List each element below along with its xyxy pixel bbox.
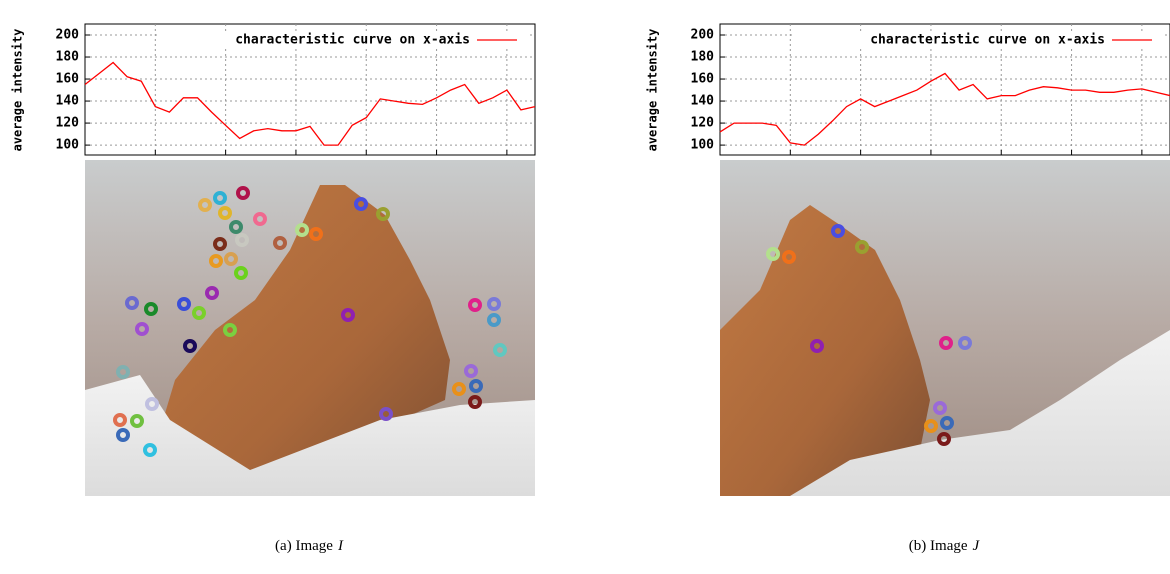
panel: 100 120 140 160 180 200 average intensity chara… [11, 24, 536, 554]
y-tick-label: 100 [56, 138, 80, 153]
y-tick-label: 180 [56, 50, 80, 65]
y-tick-label: 120 [56, 116, 80, 131]
y-axis-label: average intensity [11, 29, 25, 152]
y-tick-label: 200 [691, 28, 715, 43]
y-tick-label: 160 [56, 72, 80, 87]
y-tick-label: 140 [56, 94, 80, 109]
y-tick-label: 100 [691, 138, 715, 153]
panel: 100 120 140 160 180 200 average intensity chara… [646, 24, 1170, 554]
y-tick-label: 180 [691, 50, 715, 65]
y-axis-label: average intensity [646, 29, 660, 152]
y-tick-label: 120 [691, 116, 715, 131]
caption-symbol: J [973, 538, 981, 554]
caption: (b) Image J [909, 538, 981, 554]
legend-label: characteristic curve on x-axis [235, 33, 470, 48]
caption-text: (b) Image [909, 538, 968, 554]
legend-label: characteristic curve on x-axis [870, 33, 1105, 48]
caption-symbol: I [337, 538, 344, 554]
photo [720, 160, 1170, 496]
photo [85, 160, 535, 496]
y-tick-label: 200 [56, 28, 80, 43]
y-tick-label: 160 [691, 72, 715, 87]
caption-text: (a) Image [275, 538, 333, 554]
y-tick-label: 140 [691, 94, 715, 109]
